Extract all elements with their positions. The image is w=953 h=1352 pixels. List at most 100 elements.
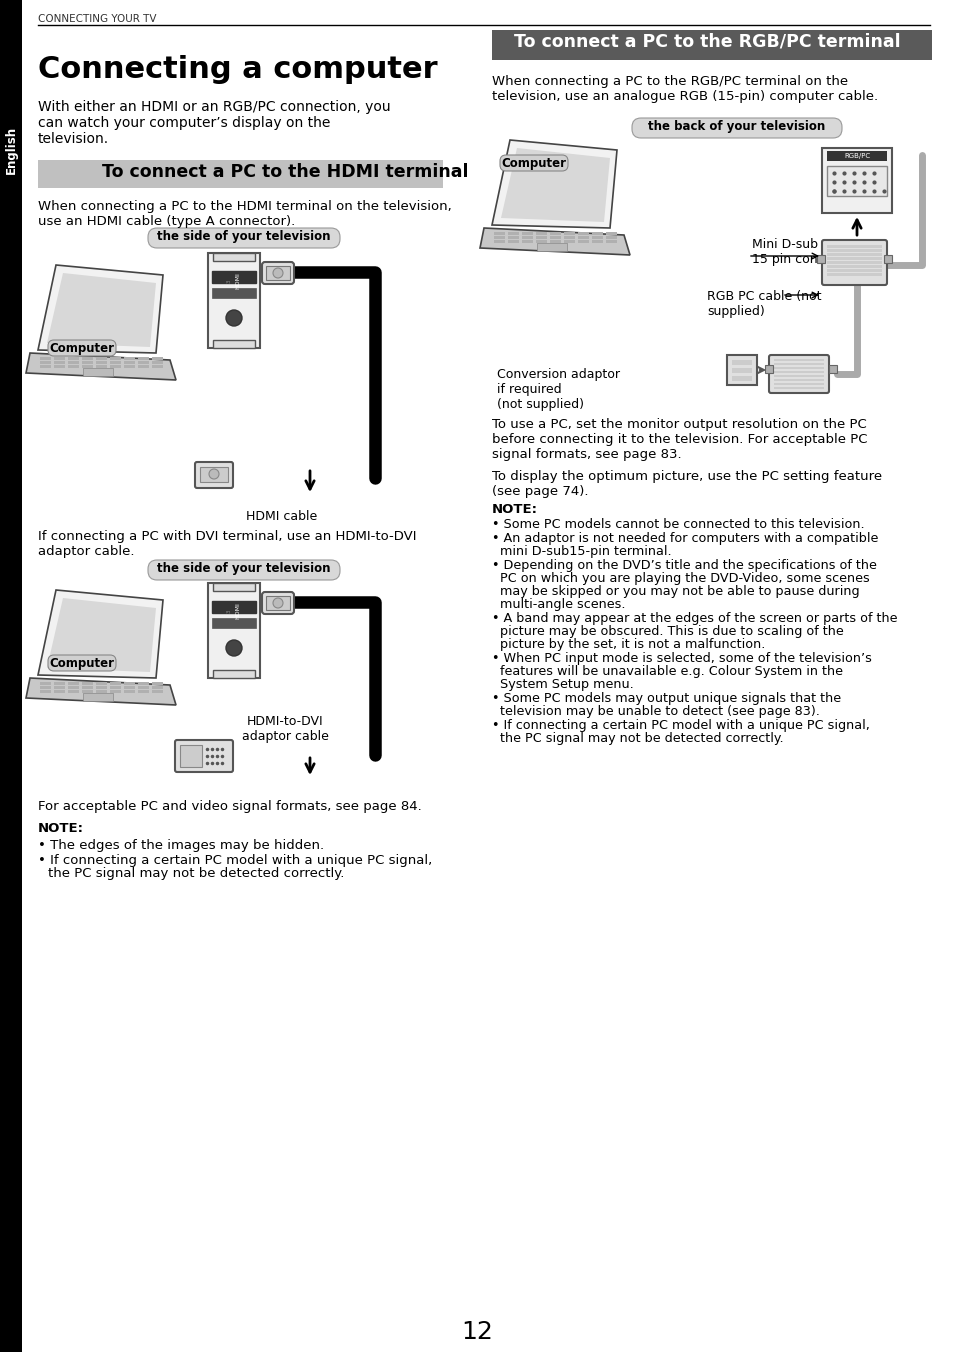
Bar [68, 685, 79, 688]
Text: • A band may appear at the edges of the screen or parts of the: • A band may appear at the edges of the … [492, 612, 897, 625]
Text: the side of your television: the side of your television [157, 230, 331, 243]
Bar [773, 362, 823, 365]
Bar [96, 681, 107, 684]
Polygon shape [47, 273, 156, 347]
Bar [110, 685, 121, 688]
Bar [883, 256, 891, 264]
Bar [124, 361, 135, 364]
Bar [82, 365, 92, 368]
Bar [605, 241, 617, 242]
Text: RGB PC cable (not
supplied): RGB PC cable (not supplied) [706, 289, 821, 318]
Bar [592, 233, 602, 234]
Bar [605, 233, 617, 234]
Bar [124, 690, 135, 692]
Polygon shape [38, 589, 163, 677]
Bar [96, 361, 107, 364]
Bar [124, 681, 135, 684]
Bar [764, 365, 772, 373]
Text: NOTE:: NOTE: [38, 822, 84, 836]
Text: To display the optimum picture, use the PC setting feature
(see page 74).: To display the optimum picture, use the … [492, 470, 882, 498]
Bar [200, 466, 228, 483]
Circle shape [226, 639, 242, 656]
Text: English: English [5, 126, 17, 174]
Bar [54, 681, 65, 684]
Text: When connecting a PC to the RGB/PC terminal on the
television, use an analogue R: When connecting a PC to the RGB/PC termi… [492, 74, 877, 103]
Bar [212, 618, 255, 627]
Text: HDMI cable: HDMI cable [246, 510, 317, 523]
Bar [83, 694, 112, 700]
Polygon shape [26, 677, 175, 704]
Text: HDMI: HDMI [235, 603, 240, 619]
Bar [731, 376, 751, 381]
Bar [826, 261, 882, 264]
Bar [492, 30, 931, 59]
Text: • Some PC models may output unique signals that the: • Some PC models may output unique signa… [492, 692, 841, 704]
FancyBboxPatch shape [631, 118, 841, 138]
Text: HDMI-to-DVI
adaptor cable: HDMI-to-DVI adaptor cable [241, 715, 328, 744]
FancyBboxPatch shape [48, 654, 116, 671]
Bar [38, 160, 442, 188]
Bar [82, 361, 92, 364]
Bar [213, 253, 254, 261]
Bar [826, 166, 886, 196]
Bar [731, 360, 751, 365]
Text: Mini D-sub
15 pin connector: Mini D-sub 15 pin connector [751, 238, 857, 266]
Bar [537, 243, 566, 251]
Bar [521, 233, 533, 234]
Bar [821, 147, 891, 214]
Bar [773, 379, 823, 381]
Bar [110, 681, 121, 684]
Text: Computer: Computer [50, 657, 114, 671]
Bar [68, 365, 79, 368]
Bar [212, 288, 255, 297]
FancyBboxPatch shape [148, 560, 339, 580]
Bar [816, 256, 824, 264]
Bar [578, 233, 588, 234]
Bar [54, 361, 65, 364]
Bar [110, 357, 121, 360]
Text: • Some PC models cannot be connected to this television.: • Some PC models cannot be connected to … [492, 518, 863, 531]
Text: RGB/PC: RGB/PC [843, 153, 869, 160]
Text: picture by the set, it is not a malfunction.: picture by the set, it is not a malfunct… [499, 638, 764, 652]
Bar [773, 375, 823, 377]
Text: • When PC input mode is selected, some of the television’s: • When PC input mode is selected, some o… [492, 652, 871, 665]
Polygon shape [479, 228, 629, 256]
Bar [124, 365, 135, 368]
Text: CONNECTING YOUR TV: CONNECTING YOUR TV [38, 14, 156, 24]
Bar [138, 361, 149, 364]
FancyBboxPatch shape [262, 592, 294, 614]
Text: Computer: Computer [50, 342, 114, 356]
Bar [592, 241, 602, 242]
Bar [54, 685, 65, 688]
Bar [180, 745, 202, 767]
Text: 3: 3 [226, 610, 232, 612]
Bar [110, 361, 121, 364]
Polygon shape [26, 353, 175, 380]
Bar [536, 233, 546, 234]
Bar [773, 387, 823, 389]
Polygon shape [38, 265, 163, 353]
Bar [40, 365, 51, 368]
Text: When connecting a PC to the HDMI terminal on the television,
use an HDMI cable (: When connecting a PC to the HDMI termina… [38, 200, 452, 228]
Bar [40, 357, 51, 360]
Circle shape [273, 598, 283, 608]
Bar [521, 241, 533, 242]
Polygon shape [500, 147, 609, 222]
Text: may be skipped or you may not be able to pause during: may be skipped or you may not be able to… [499, 585, 859, 598]
Text: the PC signal may not be detected correctly.: the PC signal may not be detected correc… [48, 867, 344, 880]
Bar [563, 241, 575, 242]
FancyBboxPatch shape [499, 155, 567, 170]
Bar [826, 249, 882, 251]
Bar [826, 269, 882, 272]
Bar [563, 237, 575, 238]
Text: Conversion adaptor
if required
(not supplied): Conversion adaptor if required (not supp… [497, 368, 619, 411]
Text: For acceptable PC and video signal formats, see page 84.: For acceptable PC and video signal forma… [38, 800, 421, 813]
Text: multi-angle scenes.: multi-angle scenes. [499, 598, 625, 611]
Bar [152, 690, 163, 692]
Bar [82, 681, 92, 684]
Bar [138, 690, 149, 692]
FancyBboxPatch shape [768, 356, 828, 393]
Bar [773, 366, 823, 369]
FancyBboxPatch shape [48, 339, 116, 356]
Bar [826, 253, 882, 256]
